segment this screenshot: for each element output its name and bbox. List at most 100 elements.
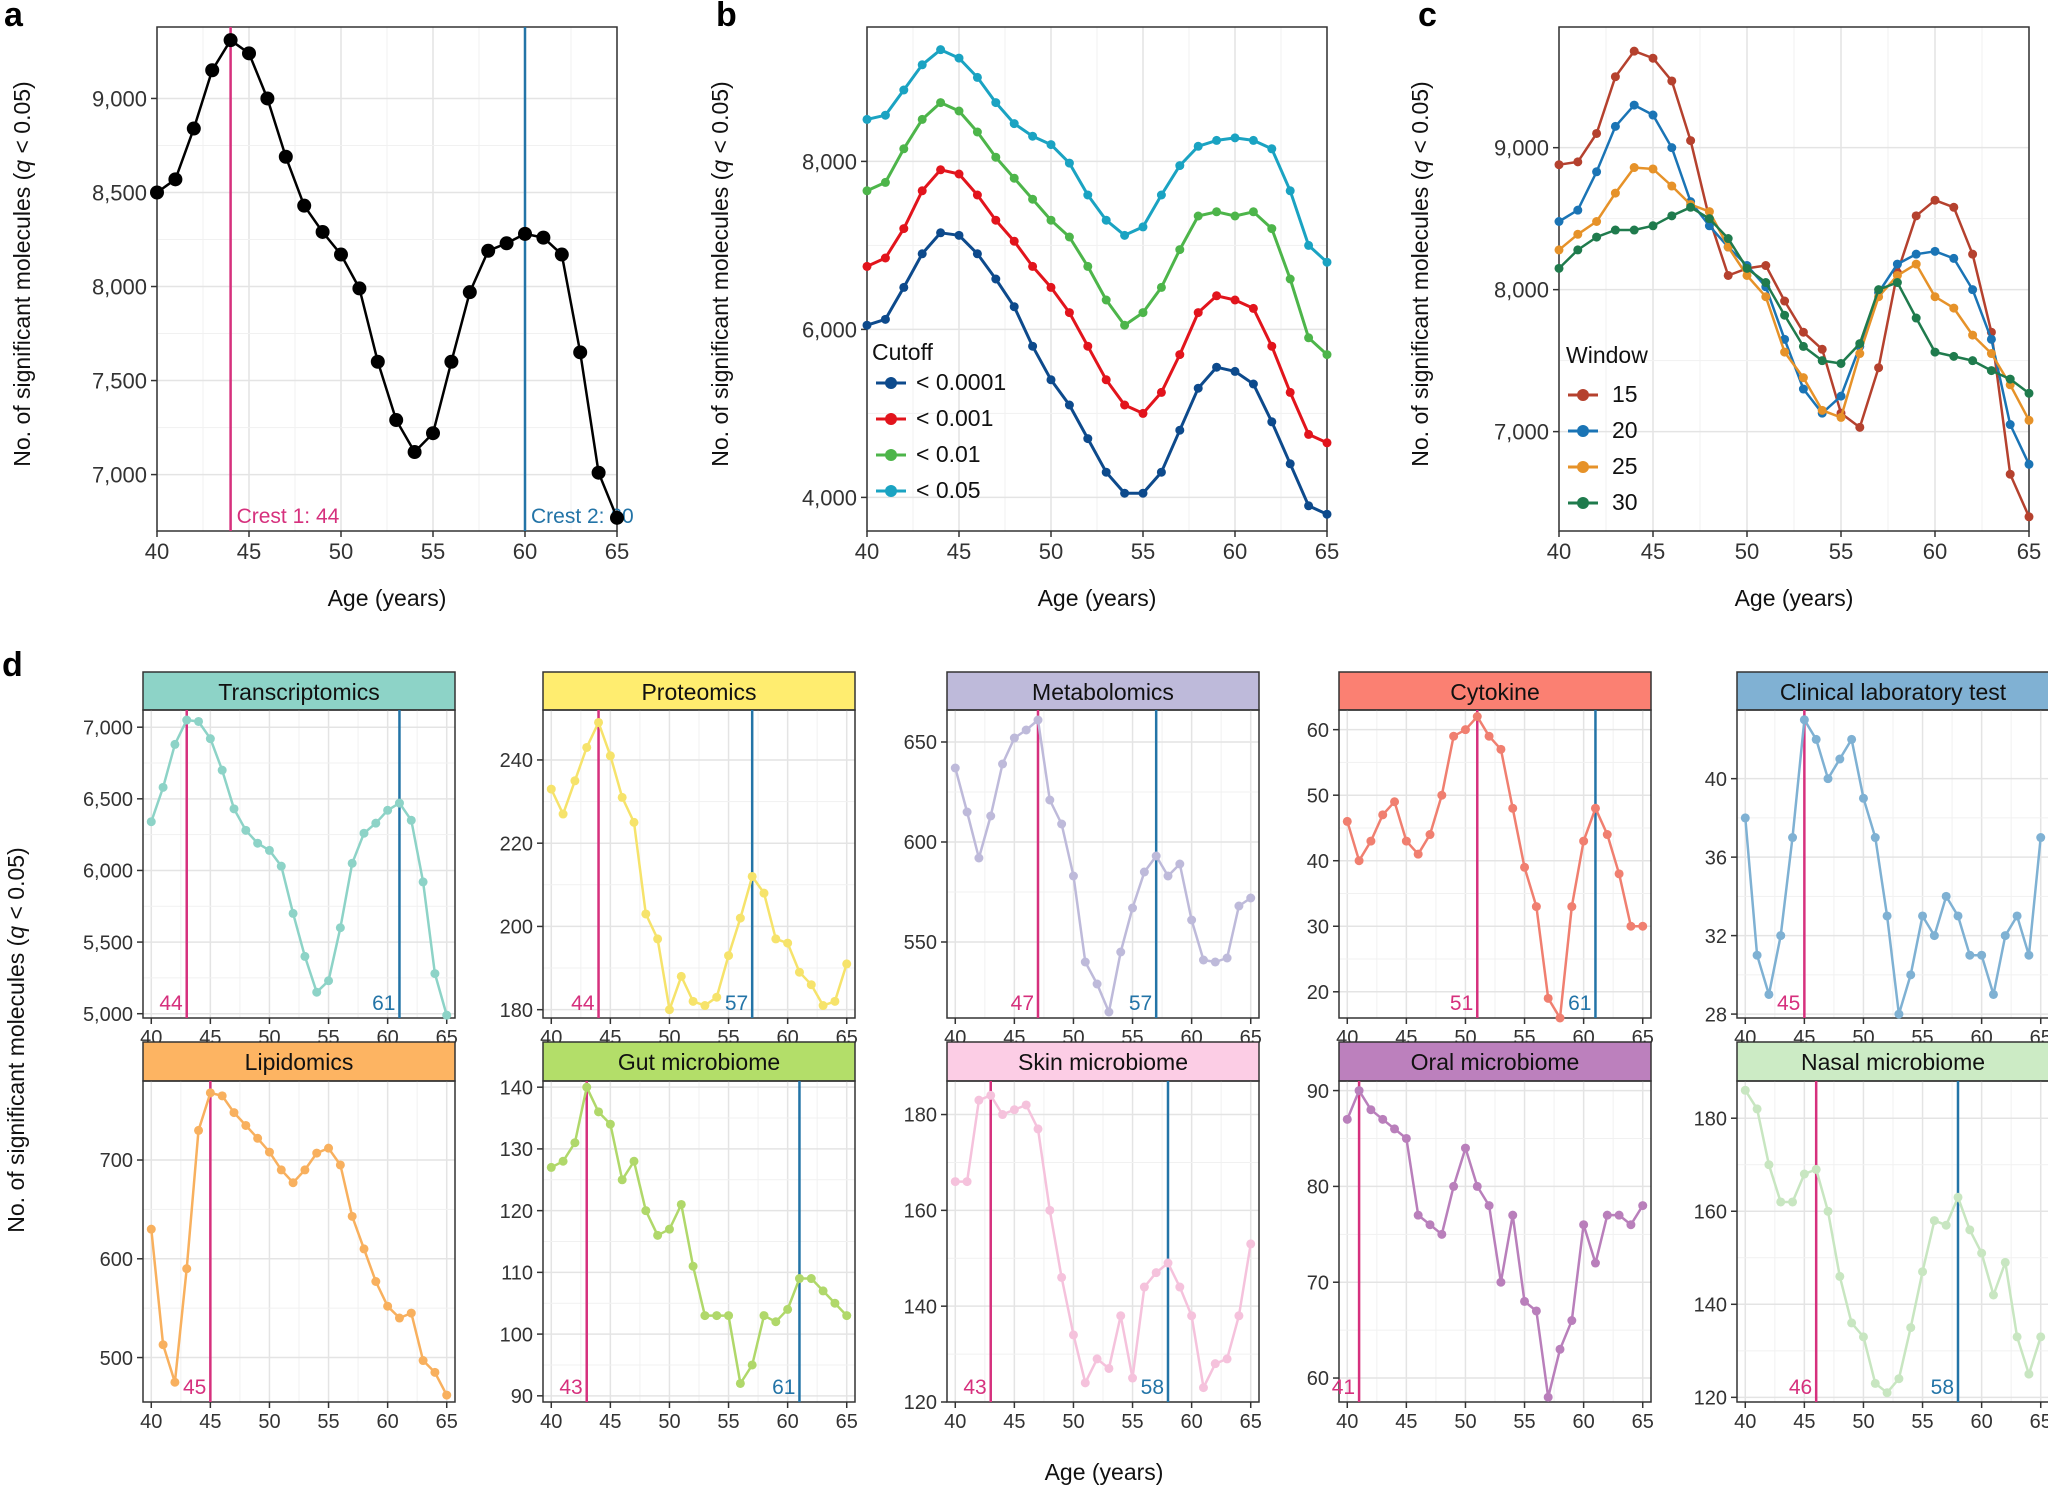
series-point — [1930, 347, 1940, 357]
series-point — [1740, 813, 1750, 823]
series-point — [1968, 356, 1978, 366]
series-point — [917, 249, 927, 259]
x-axis-label: Age (years) — [328, 585, 447, 611]
series-point — [1437, 790, 1447, 800]
series-point — [1212, 135, 1222, 145]
y-tick-label: 650 — [904, 732, 937, 754]
series-point — [2024, 1369, 2034, 1379]
y-tick-label: 140 — [904, 1296, 937, 1318]
x-tick-label: 50 — [1039, 539, 1063, 564]
series-point — [1390, 1124, 1400, 1134]
series-point — [1064, 308, 1074, 318]
series-point — [418, 1356, 428, 1366]
series-point — [1610, 72, 1620, 82]
series-point — [880, 314, 890, 324]
series-point — [1629, 163, 1639, 173]
series-point — [335, 1160, 345, 1170]
series-point — [1068, 871, 1078, 881]
series-point — [1120, 488, 1130, 498]
y-tick-label: 130 — [500, 1139, 533, 1161]
series-point — [1092, 1354, 1102, 1364]
series-point — [168, 172, 183, 187]
series-point — [217, 1091, 227, 1101]
series-point — [1234, 1311, 1244, 1321]
y-tick-label: 8,000 — [1494, 278, 1549, 303]
series-point — [917, 60, 927, 70]
series-point — [1573, 245, 1583, 255]
crest1-label: 51 — [1450, 992, 1473, 1015]
series-point — [1892, 259, 1902, 269]
facet-header — [1338, 671, 1652, 711]
x-tick-label: 50 — [1454, 1411, 1476, 1433]
series-point — [347, 1211, 357, 1221]
series-point — [1836, 358, 1846, 368]
legend-item-label: < 0.05 — [916, 477, 981, 503]
series-point — [1892, 270, 1902, 280]
series-point — [442, 1010, 452, 1020]
x-tick-label: 55 — [1131, 539, 1155, 564]
plot-frame — [1736, 709, 2048, 1019]
crest1-label: 47 — [1011, 992, 1034, 1015]
series-point — [880, 177, 890, 187]
facet-header — [542, 671, 856, 711]
series-point — [676, 971, 686, 981]
x-tick-label: 40 — [140, 1411, 162, 1433]
series-point — [1554, 160, 1564, 170]
series-point — [229, 1108, 239, 1118]
series-point — [594, 1107, 604, 1117]
series-point — [962, 807, 972, 817]
series-point — [1193, 141, 1203, 151]
plot-frame — [946, 1080, 1260, 1403]
series-point — [1543, 993, 1553, 1003]
series-point — [899, 224, 909, 234]
series-point — [1354, 856, 1364, 866]
plot-frame — [542, 709, 856, 1019]
series-point — [1116, 947, 1126, 957]
series-point — [170, 739, 180, 749]
series-point — [1028, 261, 1038, 271]
series-point — [1894, 1374, 1904, 1384]
series-point — [1823, 774, 1833, 784]
series-point — [1198, 955, 1208, 965]
series-point — [1847, 1318, 1857, 1328]
series-point — [2012, 1332, 2022, 1342]
series-point — [1686, 136, 1696, 146]
series-point — [1968, 249, 1978, 259]
series-point — [582, 1082, 592, 1092]
series-point — [954, 106, 964, 116]
facet-header — [1736, 671, 2048, 711]
series-point — [712, 1311, 722, 1321]
x-tick-label: 45 — [237, 539, 261, 564]
series-point — [276, 861, 286, 871]
series-point — [735, 1378, 745, 1388]
facet-header — [1736, 1041, 2048, 1082]
series-point — [182, 715, 192, 725]
series-point — [1080, 1378, 1090, 1388]
series-point — [518, 226, 532, 241]
series-point — [1128, 1373, 1138, 1383]
x-tick-label: 45 — [1003, 1411, 1025, 1433]
legend-title: Cutoff — [872, 339, 934, 365]
x-tick-label: 50 — [1735, 539, 1759, 564]
y-tick-label: 700 — [100, 1150, 133, 1172]
series-line — [550, 721, 848, 1011]
series-point — [278, 149, 293, 164]
series-point — [936, 165, 946, 175]
series-point — [1187, 1311, 1197, 1321]
series-point — [1704, 221, 1714, 231]
crest2-label: 57 — [725, 992, 748, 1015]
x-tick-label: 60 — [513, 539, 537, 564]
series-point — [1401, 1133, 1411, 1143]
series-point — [1638, 921, 1648, 931]
series-point — [1230, 133, 1240, 143]
series-point — [312, 1148, 322, 1158]
plot-frame — [142, 1080, 456, 1403]
series-point — [1965, 950, 1975, 960]
series-point — [1304, 429, 1314, 439]
y-tick-label: 60 — [1307, 1368, 1329, 1390]
series-point — [1033, 715, 1043, 725]
x-axis-label: Age (years) — [1045, 1459, 1164, 1485]
series-point — [1626, 921, 1636, 931]
